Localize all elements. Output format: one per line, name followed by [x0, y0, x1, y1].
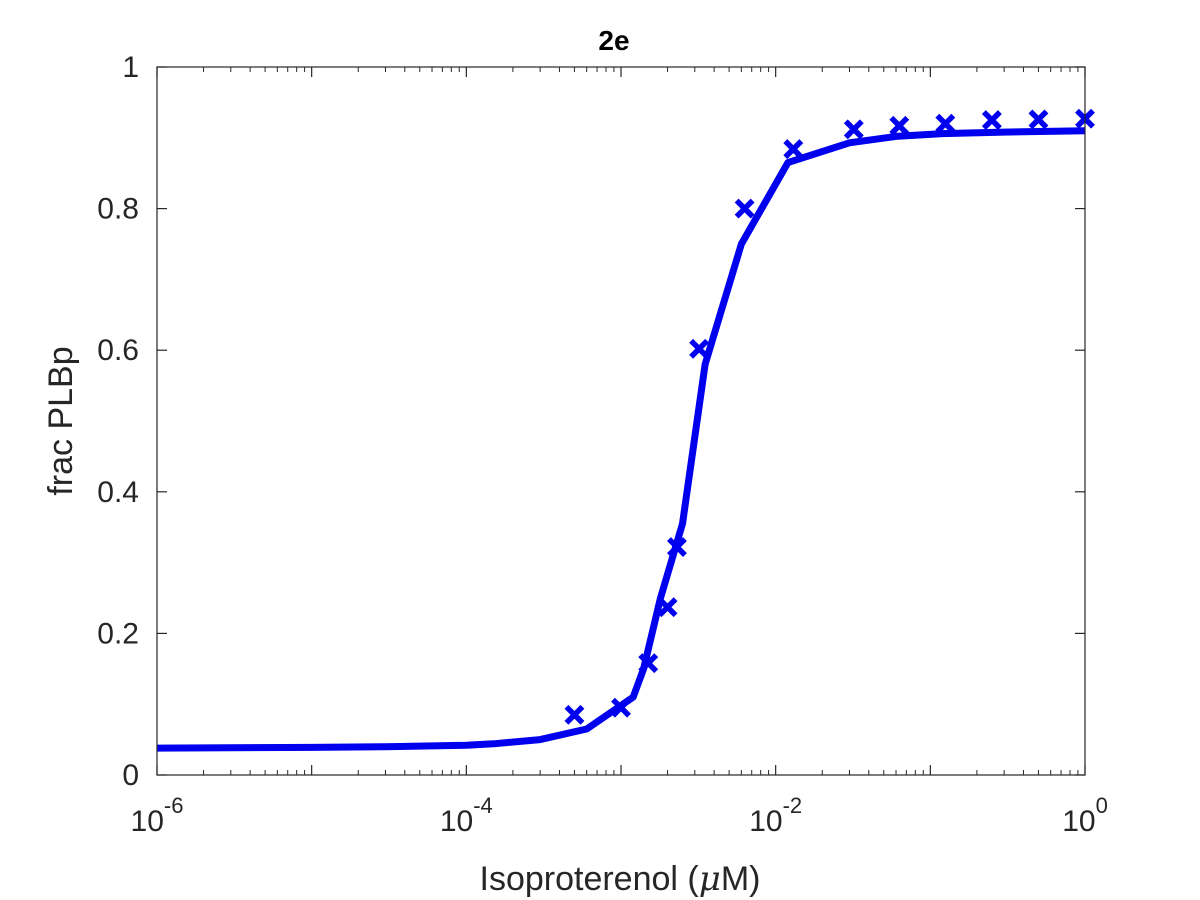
data-point — [611, 697, 631, 718]
data-point-stroke — [935, 113, 956, 134]
x-tick-base: 10 — [1062, 805, 1095, 838]
data-point-stroke — [783, 139, 804, 160]
data-point — [889, 115, 910, 136]
x-tick-label: 10 -4 — [440, 793, 493, 838]
chart-title: 2e — [598, 25, 629, 56]
y-tick-label: 1 — [122, 51, 139, 84]
x-tick-labels: 10 -6 10 -4 10 -2 10 0 — [131, 793, 1108, 838]
minor-ticks — [203, 67, 1079, 775]
x-tick-label: 10 0 — [1062, 793, 1108, 838]
data-point — [667, 537, 687, 557]
data-point-stroke — [981, 110, 1002, 131]
data-point — [843, 119, 864, 140]
x-tick-label: 10 -2 — [749, 793, 802, 838]
data-point-stroke — [889, 115, 910, 136]
x-tick-base: 10 — [440, 805, 473, 838]
data-point — [935, 113, 956, 134]
y-tick-label: 0.6 — [97, 334, 139, 367]
data-point-stroke — [689, 338, 710, 359]
fit-line — [156, 127, 1086, 752]
data-point — [689, 338, 710, 359]
data-point — [1028, 109, 1049, 130]
plot-frame — [156, 66, 1086, 776]
x-tick-base: 10 — [749, 805, 782, 838]
x-tick-base: 10 — [131, 805, 164, 838]
series-layer — [156, 108, 1095, 752]
y-tick-labels: 0 0.2 0.4 0.6 0.8 1 — [97, 51, 139, 792]
data-point-stroke — [1028, 109, 1049, 130]
data-point-stroke — [843, 119, 864, 140]
x-tick-exponent: 0 — [1096, 793, 1108, 818]
data-point — [981, 110, 1002, 131]
data-point — [638, 653, 659, 674]
y-tick-label: 0.4 — [97, 476, 139, 509]
plot-area — [157, 67, 1085, 775]
data-point-stroke — [667, 537, 687, 557]
data-point-stroke — [734, 198, 755, 219]
x-tick-label: 10 -6 — [131, 793, 184, 838]
y-axis-label: frac PLBp — [42, 346, 80, 495]
data-point-stroke — [564, 704, 585, 725]
x-axis-label: Isoproterenol (μM) — [480, 859, 761, 899]
y-tick-label: 0.8 — [97, 193, 139, 226]
data-point — [564, 704, 585, 725]
data-point-stroke — [611, 697, 631, 718]
data-point — [783, 139, 804, 160]
y-tick-label: 0.2 — [97, 617, 139, 650]
data-point — [734, 198, 755, 219]
y-tick-label: 0 — [122, 759, 139, 792]
x-tick-exponent: -6 — [164, 793, 184, 818]
data-point-stroke — [638, 653, 659, 674]
x-tick-exponent: -4 — [473, 793, 493, 818]
data-point — [657, 597, 678, 618]
data-point-stroke — [657, 597, 678, 618]
x-tick-exponent: -2 — [783, 793, 803, 818]
